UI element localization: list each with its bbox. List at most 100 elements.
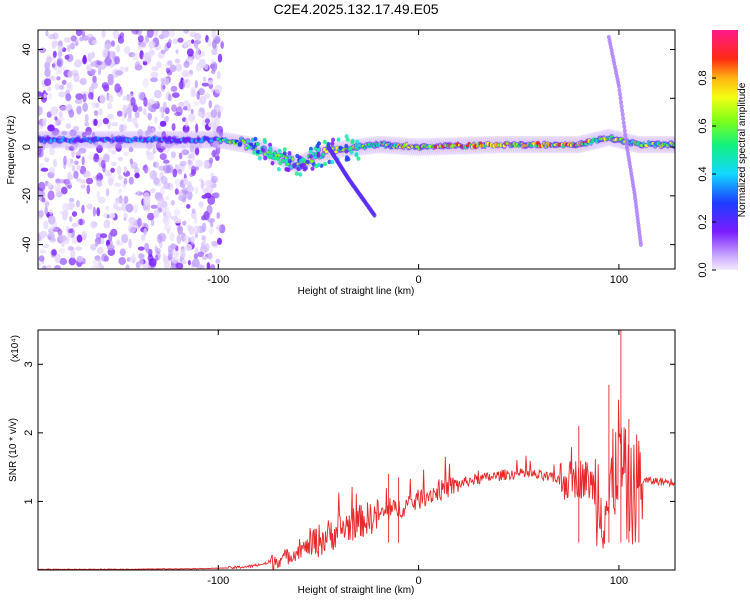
noise-blob bbox=[114, 56, 120, 65]
noise-blob bbox=[70, 158, 74, 164]
ridge-scatter bbox=[295, 153, 300, 159]
noise-blob bbox=[184, 117, 189, 128]
ridge-core bbox=[316, 147, 320, 152]
noise-blob bbox=[81, 30, 86, 37]
noise-blob bbox=[151, 66, 159, 71]
noise-blob bbox=[107, 73, 114, 82]
noise-blob bbox=[153, 161, 160, 169]
noise-blob bbox=[187, 113, 196, 122]
noise-blob bbox=[161, 112, 165, 119]
noise-blob bbox=[82, 102, 89, 113]
noise-blob bbox=[56, 187, 60, 197]
noise-blob bbox=[217, 237, 222, 245]
noise-blob bbox=[186, 39, 192, 47]
noise-blob bbox=[63, 155, 67, 166]
noise-blob bbox=[118, 257, 126, 265]
ridge-scatter bbox=[338, 145, 343, 151]
noise-blob bbox=[47, 92, 53, 100]
noise-blob bbox=[154, 89, 162, 99]
noise-blob bbox=[75, 30, 83, 37]
ridge-scatter bbox=[294, 171, 299, 176]
noise-blob bbox=[79, 218, 83, 226]
noise-blob bbox=[202, 187, 209, 194]
ridge-scatter bbox=[330, 159, 335, 165]
noise-blob bbox=[141, 234, 146, 242]
noise-blob bbox=[98, 257, 102, 267]
noise-blob bbox=[191, 208, 196, 214]
noise-blob bbox=[44, 201, 50, 208]
snr-series-line bbox=[38, 399, 675, 570]
noise-blob bbox=[72, 202, 76, 208]
noise-blob bbox=[95, 232, 102, 240]
noise-blob bbox=[39, 230, 48, 238]
noise-blob bbox=[131, 252, 136, 261]
noise-blob bbox=[45, 30, 49, 37]
noise-blob bbox=[97, 196, 106, 204]
noise-blob bbox=[128, 52, 136, 58]
noise-blob bbox=[38, 124, 43, 130]
ridge-scatter bbox=[263, 156, 268, 161]
noise-blob bbox=[171, 104, 177, 112]
noise-blob bbox=[39, 249, 47, 254]
noise-blob bbox=[196, 90, 200, 100]
noise-blob bbox=[200, 179, 205, 190]
noise-blob bbox=[62, 202, 69, 212]
noise-blob bbox=[119, 124, 124, 133]
noise-blob bbox=[168, 30, 175, 38]
colorbar: 0.0 0.2 0.4 0.6 0.8 Normalized spectral ampl… bbox=[697, 30, 748, 278]
noise-blob bbox=[52, 226, 61, 232]
noise-blob bbox=[213, 122, 217, 128]
ridge-scatter bbox=[354, 152, 359, 158]
noise-blob bbox=[104, 57, 112, 66]
noise-blob bbox=[166, 228, 171, 234]
noise-blob bbox=[137, 217, 142, 228]
ridge-scatter bbox=[322, 139, 327, 145]
x-tick-label: -100 bbox=[207, 274, 229, 286]
noise-blob bbox=[87, 92, 94, 100]
noise-blob bbox=[89, 53, 94, 60]
ridge-scatter bbox=[316, 151, 321, 157]
noise-blob bbox=[195, 123, 199, 134]
noise-blob bbox=[183, 177, 187, 185]
noise-blob bbox=[147, 212, 155, 221]
noise-blob bbox=[42, 264, 47, 269]
x-tick-label: 0 bbox=[416, 575, 422, 587]
ridge-core bbox=[288, 155, 291, 160]
noise-blob bbox=[42, 244, 50, 248]
noise-blob bbox=[165, 196, 170, 201]
ridge-scatter bbox=[252, 150, 257, 155]
noise-blob bbox=[62, 209, 69, 217]
noise-blob bbox=[44, 157, 50, 163]
noise-blob bbox=[143, 166, 151, 173]
noise-blob bbox=[182, 106, 189, 111]
noise-blob bbox=[180, 144, 186, 150]
noise-blob bbox=[148, 50, 153, 58]
noise-blob bbox=[68, 257, 77, 266]
noise-blob bbox=[96, 119, 103, 127]
noise-blob bbox=[147, 125, 152, 135]
spectrogram-panel: -100 0 100 -40 -20 0 20 40 Height of straight l… bbox=[6, 29, 676, 297]
high-branch-mark bbox=[624, 140, 629, 146]
noise-blob bbox=[191, 39, 195, 44]
noise-blob bbox=[137, 106, 143, 112]
noise-blob bbox=[181, 259, 187, 265]
noise-blob bbox=[159, 120, 167, 127]
noise-blob bbox=[201, 235, 206, 241]
noise-blob bbox=[169, 232, 175, 242]
noise-blob bbox=[156, 141, 161, 151]
noise-blob bbox=[173, 218, 182, 224]
y-tick-label: 20 bbox=[21, 92, 33, 104]
ridge-scatter bbox=[287, 151, 292, 156]
noise-blob bbox=[137, 246, 145, 251]
ridge-scatter bbox=[348, 146, 353, 151]
ridge-scatter bbox=[251, 145, 256, 150]
noise-blob bbox=[98, 174, 104, 180]
ridge-scatter bbox=[354, 143, 359, 148]
noise-blob bbox=[40, 190, 46, 198]
noise-blob bbox=[160, 82, 166, 92]
noise-blob bbox=[208, 122, 215, 128]
ridge-scatter bbox=[255, 149, 260, 154]
noise-blob bbox=[107, 144, 112, 153]
noise-blob bbox=[159, 153, 167, 161]
ridge-scatter bbox=[310, 166, 315, 171]
